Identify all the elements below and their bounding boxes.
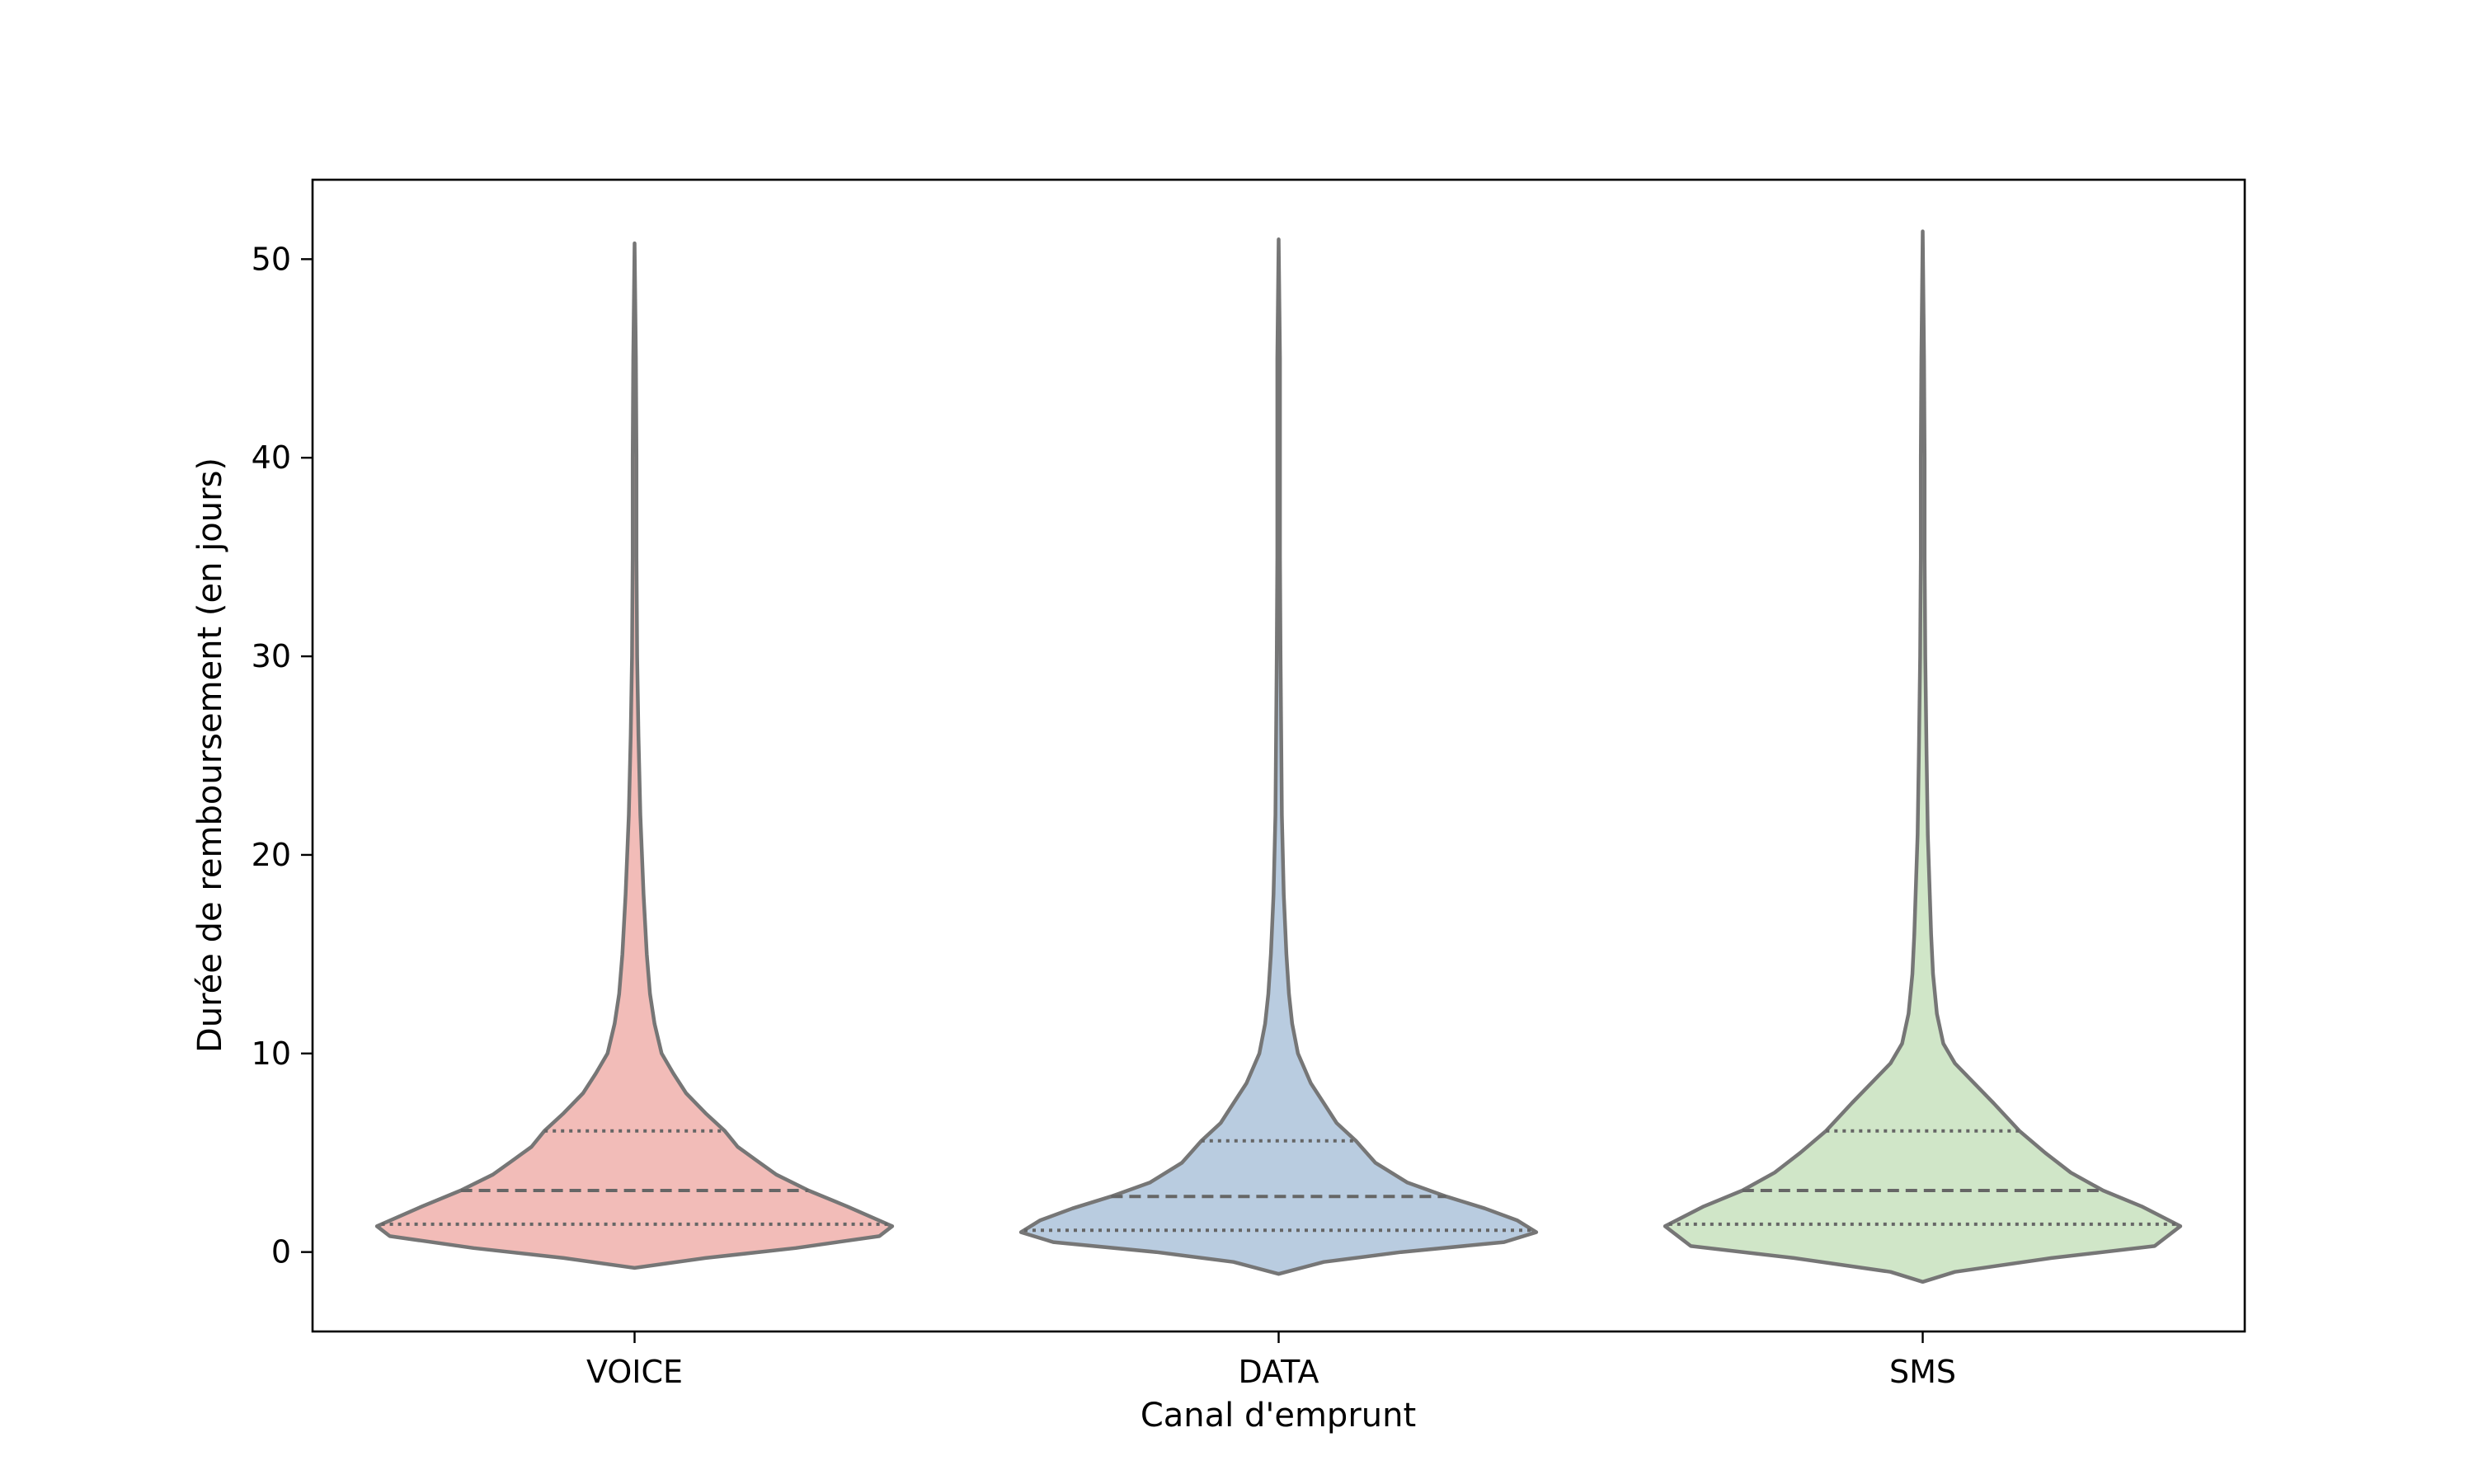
y-axis-label: Durée de remboursement (en jours): [191, 458, 229, 1053]
violin-voice: [374, 241, 895, 1270]
y-tick-label: 20: [252, 837, 291, 873]
y-tick-label: 10: [252, 1036, 291, 1072]
y-axis: 0 10 20 30 40 50: [252, 241, 313, 1270]
y-tick-label: 0: [271, 1234, 291, 1270]
y-tick-label: 30: [252, 638, 291, 674]
violin-sms: [1663, 229, 2183, 1284]
x-tick-label: DATA: [1239, 1354, 1319, 1390]
violin-body-voice: [374, 241, 895, 1270]
violin-body-data: [1018, 237, 1539, 1276]
x-axis-label: Canal d'emprunt: [1141, 1397, 1416, 1435]
violin-group: [374, 229, 2183, 1284]
x-axis: VOICE DATA SMS: [586, 1331, 1956, 1390]
x-tick-label: VOICE: [586, 1354, 683, 1390]
violin-data: [1018, 237, 1539, 1276]
x-tick-label: SMS: [1889, 1354, 1956, 1390]
violin-body-sms: [1663, 229, 2183, 1284]
y-tick-label: 40: [252, 439, 291, 476]
y-tick-label: 50: [252, 241, 291, 277]
